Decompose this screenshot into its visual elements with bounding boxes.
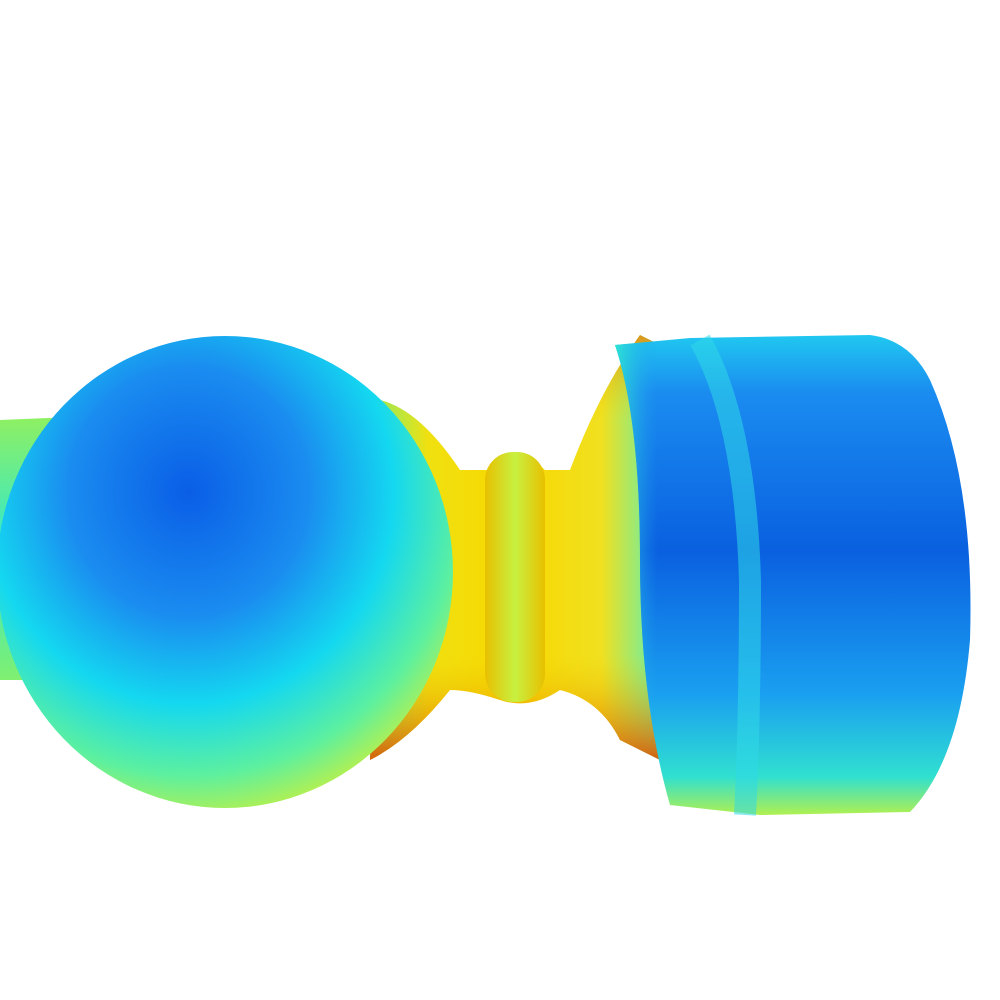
- neck-ring: [485, 452, 545, 702]
- cylinder-edge: [615, 335, 971, 815]
- cylinder-groove: [690, 334, 762, 816]
- sphere: [0, 336, 453, 808]
